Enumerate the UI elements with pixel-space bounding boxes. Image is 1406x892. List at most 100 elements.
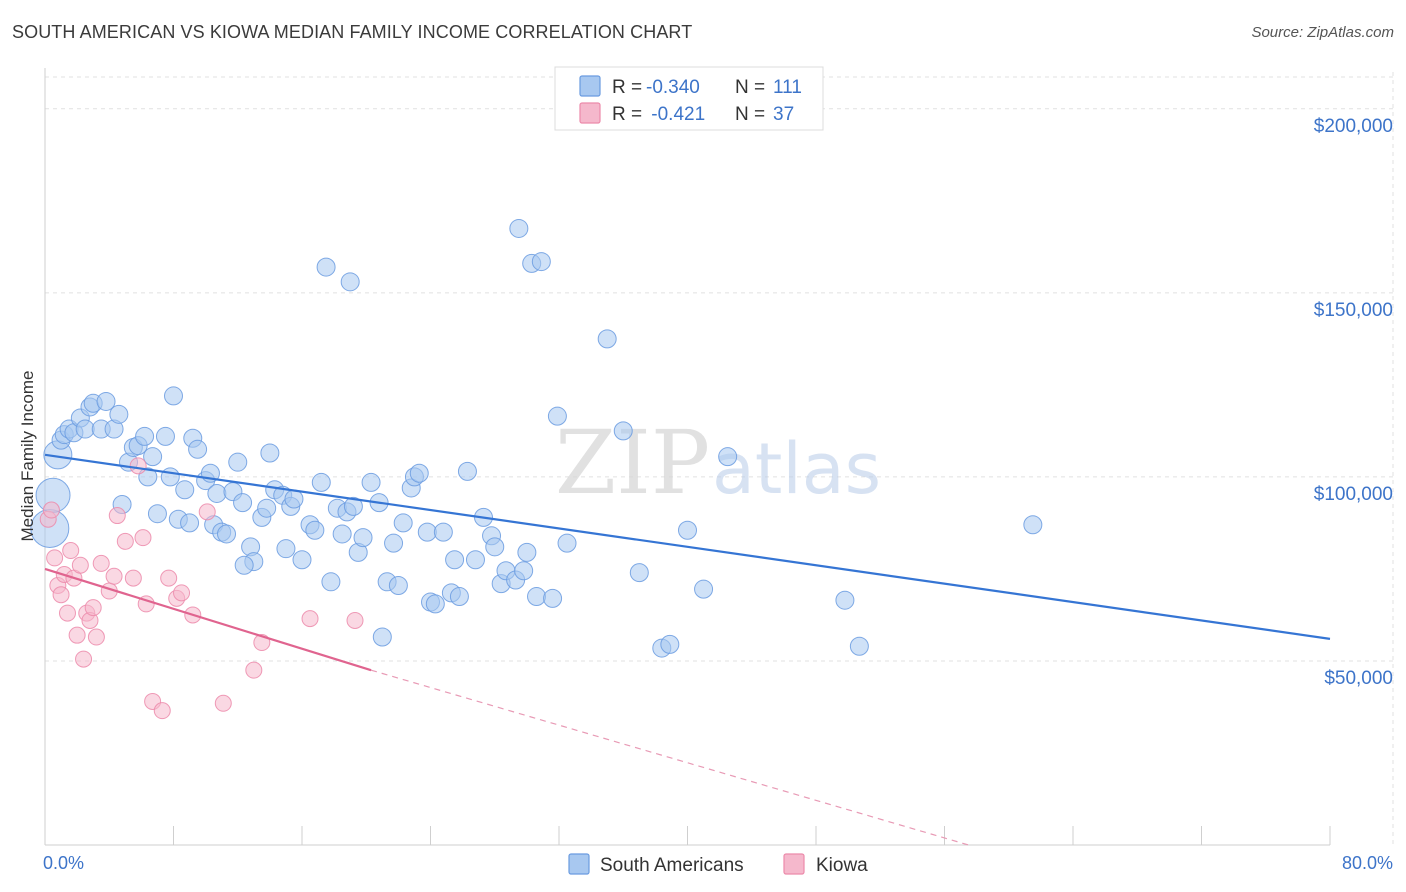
south-american-point: [147, 504, 167, 524]
south-american-point: [164, 386, 183, 406]
south-american-point: [449, 587, 469, 607]
y-tick-label: $200,000: [1314, 116, 1393, 137]
south-american-point: [694, 579, 714, 599]
legend-kiowa-label: Kiowa: [816, 855, 868, 876]
kiowa-point: [198, 503, 216, 521]
x-tick-labels: 0.0% 80.0%: [43, 853, 1393, 873]
south-american-point: [384, 533, 404, 553]
kiowa-point: [84, 599, 102, 617]
south-american-point: [409, 463, 429, 483]
stats-legend-row-kiowa: R = -0.421 N = 37: [579, 102, 794, 125]
kiowa-swatch: [579, 102, 601, 124]
kiowa-point: [52, 586, 70, 604]
kiowa-point: [71, 556, 89, 574]
south-american-point: [160, 467, 180, 487]
south-american-point: [361, 472, 381, 492]
south-american-point: [547, 406, 567, 426]
kiowa-point: [46, 549, 64, 567]
south-american-point: [321, 572, 341, 592]
legend-kiowa-swatch: [783, 853, 805, 875]
kiowa-point: [214, 694, 232, 712]
kiowa-point: [346, 611, 364, 629]
n-label: N =: [735, 77, 765, 98]
y-tick-label: $150,000: [1314, 300, 1393, 321]
n-value: 37: [773, 104, 794, 125]
south-american-point: [234, 555, 254, 575]
south-american-point: [514, 561, 534, 581]
south-american-point: [517, 542, 537, 562]
stats-legend: R = -0.340 N = 111 R = -0.421 N = 37: [554, 66, 824, 131]
south-american-point: [292, 550, 312, 570]
n-label: N =: [735, 104, 765, 125]
south-american-point: [433, 522, 453, 542]
south-americans-trend-line: [44, 453, 1331, 640]
south-american-point: [597, 329, 617, 349]
south-american-point: [629, 563, 649, 583]
south-american-point: [260, 443, 280, 463]
x-tick-label-min: 0.0%: [43, 853, 84, 873]
r-label: R =: [612, 77, 642, 98]
y-tick-labels: $50,000 $100,000 $150,000 $200,000: [1314, 116, 1393, 689]
south-american-point: [316, 257, 336, 277]
kiowa-point: [301, 610, 319, 628]
stats-legend-row-south-americans: R = -0.340 N = 111: [579, 75, 802, 98]
south-american-point: [276, 539, 296, 559]
south-american-point: [109, 404, 129, 424]
south-american-point: [340, 272, 360, 292]
legend-south-americans-swatch: [568, 853, 590, 875]
y-tick-label: $100,000: [1314, 484, 1393, 505]
south-american-point: [96, 391, 116, 411]
kiowa-point: [134, 529, 152, 547]
south-american-point: [613, 421, 633, 441]
south-american-point: [332, 524, 352, 544]
kiowa-point: [245, 661, 263, 679]
watermark-zip: ZIP: [555, 411, 710, 514]
kiowa-point: [68, 626, 86, 644]
south-american-point: [417, 522, 437, 542]
kiowa-point: [58, 604, 76, 622]
series-legend: South Americans Kiowa: [568, 853, 868, 876]
south-american-point: [228, 452, 248, 472]
kiowa-point: [153, 702, 171, 720]
south-american-point: [180, 513, 200, 533]
kiowa-point: [92, 554, 110, 572]
kiowa-point: [129, 457, 147, 475]
south-american-point: [393, 513, 413, 533]
south-american-point: [305, 520, 325, 540]
south-american-point: [660, 634, 680, 654]
south-american-point: [849, 636, 869, 656]
trend-lines: [44, 453, 1331, 846]
legend-south-americans-label: South Americans: [600, 855, 744, 876]
kiowa-point: [108, 507, 126, 525]
series-kiowa: [39, 457, 364, 720]
south-american-point: [527, 587, 547, 607]
south-american-point: [509, 218, 529, 238]
data-points: [30, 218, 1043, 720]
n-value: 111: [773, 77, 802, 98]
y-tick-label: $50,000: [1324, 668, 1393, 689]
south-american-point: [388, 575, 408, 595]
south-american-point: [257, 498, 277, 518]
south-american-point: [284, 489, 304, 509]
y-axis-label: Median Family Income: [18, 370, 37, 541]
south-americans-swatch: [579, 75, 601, 97]
south-american-point: [155, 426, 175, 446]
south-american-point: [207, 483, 227, 503]
south-american-point: [457, 461, 477, 481]
kiowa-trend-extension: [370, 669, 969, 846]
kiowa-point: [62, 542, 80, 560]
south-american-point: [343, 496, 363, 516]
kiowa-point: [124, 569, 142, 587]
south-american-point: [531, 252, 551, 272]
south-american-point: [465, 550, 485, 570]
south-american-point: [188, 439, 208, 459]
south-american-point: [311, 472, 331, 492]
south-american-point: [135, 426, 155, 446]
south-american-point: [1023, 515, 1043, 535]
source-label: Source: ZipAtlas.com: [1251, 24, 1394, 41]
kiowa-point: [105, 567, 123, 585]
kiowa-point: [116, 532, 134, 550]
south-american-point: [217, 524, 237, 544]
south-american-point: [75, 419, 95, 439]
south-american-point: [175, 480, 195, 500]
